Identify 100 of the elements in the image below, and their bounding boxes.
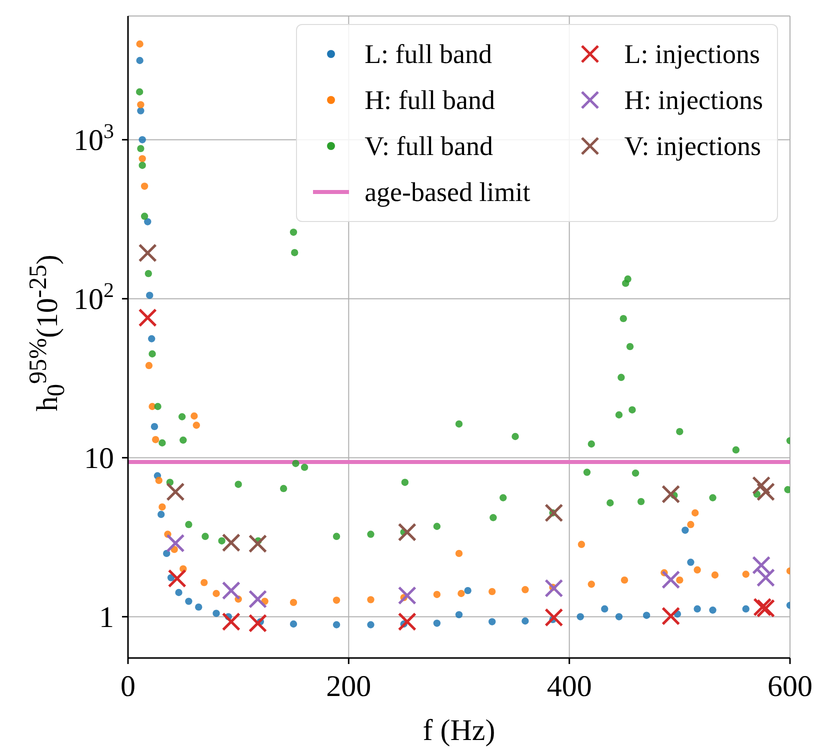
point	[488, 618, 496, 626]
point	[709, 606, 716, 614]
legend-label: age-based limit	[364, 176, 530, 208]
point	[290, 598, 298, 606]
legend-label: H: full band	[364, 84, 496, 116]
point	[752, 476, 771, 495]
point	[185, 520, 192, 528]
point	[234, 480, 242, 488]
point	[138, 308, 157, 327]
point	[367, 621, 374, 628]
point	[620, 314, 627, 322]
point	[458, 590, 465, 598]
point	[628, 406, 636, 414]
point	[144, 218, 152, 226]
point	[756, 482, 776, 502]
point	[144, 270, 152, 278]
point	[248, 534, 268, 553]
point	[522, 617, 529, 625]
point	[624, 275, 632, 283]
y-tick-label: 10$^{2}$	[74, 278, 114, 316]
point	[290, 228, 298, 236]
point	[588, 440, 595, 448]
point	[138, 136, 146, 144]
point	[190, 412, 198, 420]
point	[398, 586, 416, 605]
point	[218, 537, 226, 544]
point	[332, 621, 340, 628]
point	[280, 484, 288, 492]
point	[248, 614, 268, 633]
point	[137, 101, 144, 108]
x-axis-title: f (Hz)	[422, 714, 496, 748]
point	[692, 509, 699, 516]
point	[601, 605, 608, 612]
point	[662, 570, 680, 589]
point	[576, 613, 584, 620]
point	[138, 162, 146, 169]
point	[155, 476, 162, 484]
point	[694, 605, 701, 612]
point	[578, 540, 586, 548]
point	[136, 88, 144, 96]
legend-label: L: full band	[364, 38, 492, 70]
x-tick-label: 0	[120, 670, 136, 703]
point	[222, 533, 240, 552]
point	[150, 422, 158, 430]
point	[756, 568, 776, 587]
point	[742, 570, 750, 578]
point	[583, 468, 591, 476]
point	[732, 446, 740, 454]
point	[180, 436, 187, 444]
point	[433, 590, 441, 598]
point	[694, 566, 701, 574]
point	[195, 603, 202, 611]
point	[544, 578, 564, 598]
point	[784, 486, 790, 494]
point	[200, 578, 208, 586]
point	[248, 590, 268, 608]
x-tick-label: 400	[546, 670, 592, 703]
point	[398, 522, 416, 542]
point	[185, 598, 192, 605]
point	[433, 620, 441, 627]
point	[163, 550, 170, 558]
point	[212, 610, 220, 617]
point	[290, 620, 298, 628]
point	[138, 155, 146, 162]
point	[175, 588, 182, 596]
legend-label: L: injections	[624, 38, 760, 70]
point	[756, 598, 776, 618]
point	[158, 439, 166, 446]
legend-label: V: full band	[364, 130, 494, 162]
point	[615, 411, 623, 418]
point	[401, 478, 409, 486]
point	[632, 470, 640, 477]
point	[742, 605, 750, 612]
point	[522, 586, 529, 594]
point	[455, 611, 463, 618]
point	[202, 532, 209, 540]
point	[398, 612, 416, 632]
y-tick-label: 10$^{3}$	[74, 119, 114, 158]
point	[222, 581, 240, 600]
point	[433, 522, 441, 530]
point	[166, 482, 185, 502]
point	[212, 590, 220, 598]
point	[682, 526, 689, 534]
point	[709, 494, 716, 502]
point	[615, 613, 623, 620]
legend-label: H: injections	[624, 84, 763, 116]
point	[222, 612, 240, 632]
point	[488, 588, 496, 596]
point	[544, 504, 564, 522]
point	[367, 530, 374, 538]
point	[512, 432, 519, 440]
point	[588, 580, 595, 588]
point	[146, 292, 154, 299]
legend-label: V: injections	[624, 130, 761, 162]
point	[136, 40, 144, 48]
point	[500, 494, 507, 502]
point	[618, 374, 625, 381]
point	[158, 510, 165, 518]
point	[626, 342, 634, 350]
point	[137, 107, 144, 114]
